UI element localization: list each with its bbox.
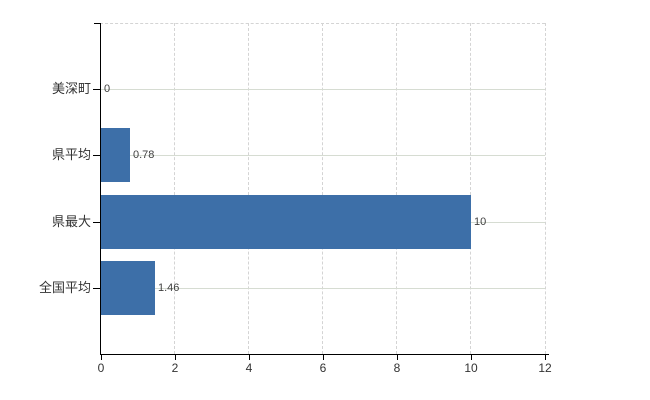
gridline-vertical: [396, 23, 397, 354]
bar: [101, 261, 155, 315]
y-axis-tick: [93, 89, 100, 90]
value-label: 1.46: [158, 282, 180, 294]
gridline-horizontal: [101, 155, 545, 156]
plot-border-right: [545, 23, 546, 354]
gridline-vertical: [470, 23, 471, 354]
gridline-horizontal: [101, 288, 545, 289]
x-axis-tick: [397, 355, 398, 360]
y-axis-tick: [93, 288, 100, 289]
x-tick-label: 4: [245, 361, 253, 375]
category-label: 全国平均: [38, 280, 91, 295]
x-tick-label: 2: [171, 361, 179, 375]
y-axis-tick: [94, 23, 100, 24]
value-label: 0.78: [133, 149, 155, 161]
value-label: 0: [104, 83, 111, 95]
x-tick-label: 10: [464, 361, 478, 375]
x-axis-tick: [175, 355, 176, 360]
x-tick-label: 6: [319, 361, 327, 375]
x-axis-tick: [323, 355, 324, 360]
y-axis-line: [100, 23, 101, 355]
x-axis-tick: [101, 355, 102, 360]
y-axis-tick: [93, 155, 100, 156]
gridline-vertical: [174, 23, 175, 354]
x-tick-label: 8: [393, 361, 401, 375]
x-axis-tick: [249, 355, 250, 360]
gridline-horizontal: [101, 89, 545, 90]
category-label: 県最大: [51, 214, 91, 229]
bar: [101, 195, 471, 249]
gridline-vertical: [248, 23, 249, 354]
y-axis-tick: [93, 222, 100, 223]
x-tick-label: 0: [97, 361, 105, 375]
gridline-vertical: [322, 23, 323, 354]
x-axis-line: [100, 354, 549, 355]
value-label: 10: [474, 216, 487, 228]
x-axis-tick: [471, 355, 472, 360]
x-axis-tick: [545, 355, 546, 360]
x-tick-label: 12: [538, 361, 552, 375]
category-label: 県平均: [51, 147, 91, 162]
category-label: 美深町: [51, 81, 91, 96]
bar: [101, 128, 130, 182]
